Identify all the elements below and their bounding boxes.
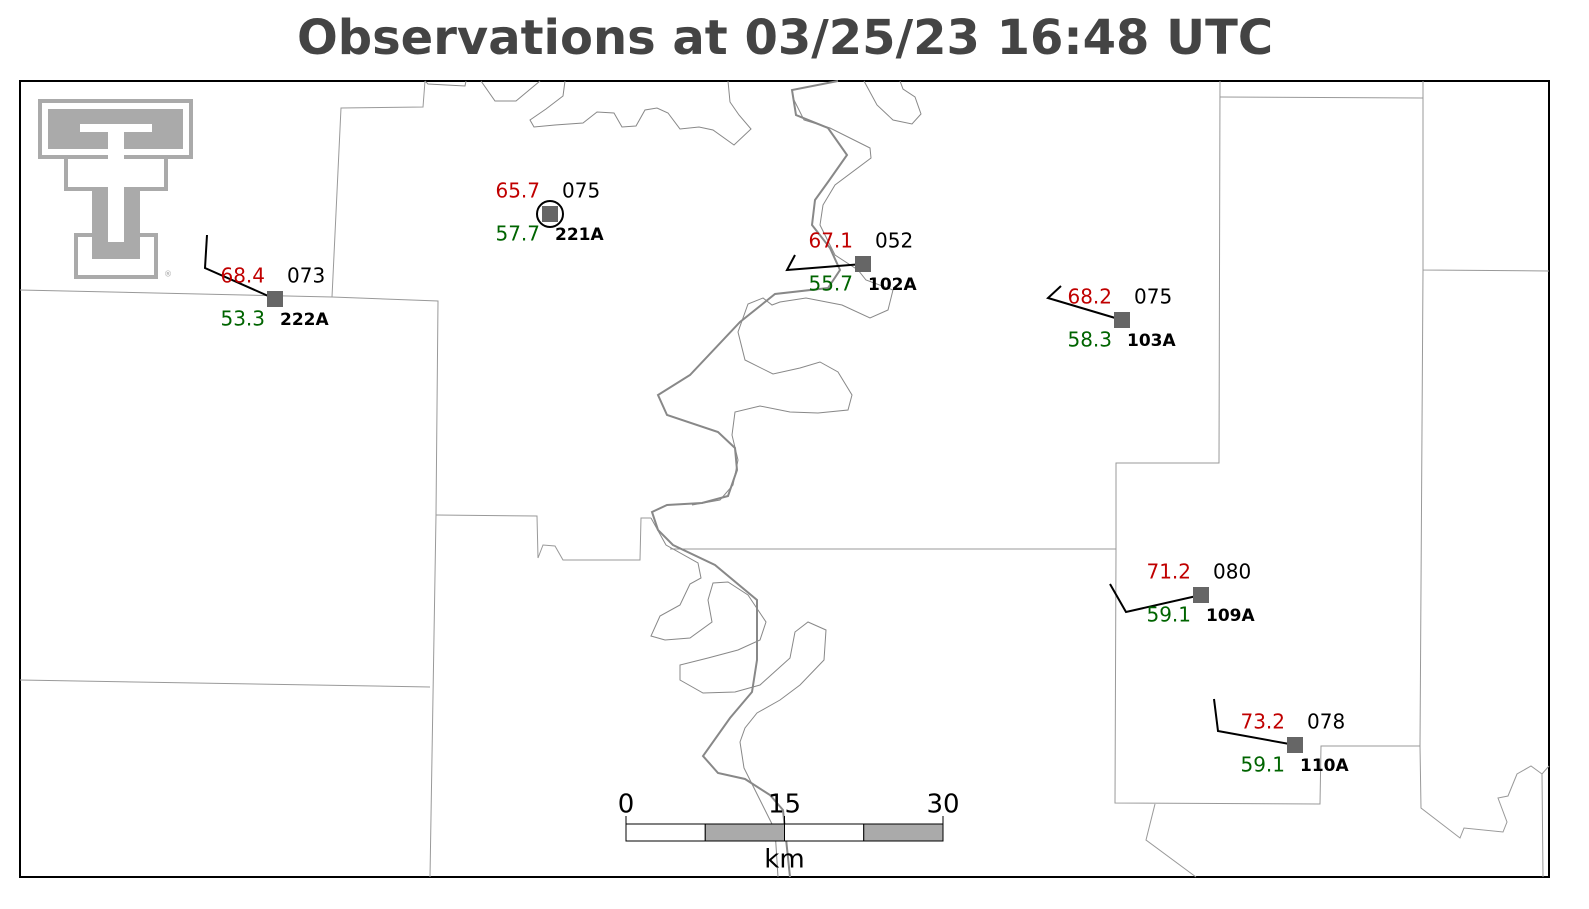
temperature: 71.2 bbox=[1146, 560, 1191, 584]
pressure: 075 bbox=[1134, 285, 1172, 309]
station-marker bbox=[267, 291, 283, 307]
dewpoint: 55.7 bbox=[808, 272, 853, 296]
scale-segment bbox=[784, 823, 865, 842]
scale-label: 15 bbox=[768, 790, 801, 820]
dewpoint: 59.1 bbox=[1146, 603, 1191, 627]
dewpoint: 53.3 bbox=[220, 307, 265, 331]
pressure: 052 bbox=[875, 229, 913, 253]
title: Observations at 03/25/23 16:48 UTC bbox=[297, 10, 1273, 66]
station-marker bbox=[542, 206, 558, 222]
station-id: 110A bbox=[1300, 756, 1349, 776]
logo: ® bbox=[38, 99, 193, 279]
logo-mark: ® bbox=[164, 270, 172, 279]
dewpoint: 58.3 bbox=[1067, 328, 1112, 352]
dewpoint: 59.1 bbox=[1240, 753, 1285, 777]
station-marker bbox=[1287, 737, 1303, 753]
scale-segment bbox=[625, 823, 706, 842]
station-marker bbox=[855, 256, 871, 272]
scale-label: 0 bbox=[618, 790, 635, 820]
station-id: 102A bbox=[868, 275, 917, 295]
scale-segment bbox=[863, 823, 944, 842]
temperature: 73.2 bbox=[1240, 710, 1285, 734]
scale-label: 30 bbox=[926, 790, 959, 820]
temperature: 65.7 bbox=[495, 179, 540, 203]
temperature: 68.4 bbox=[220, 264, 265, 288]
scale-bar: 0 15 30 km bbox=[618, 790, 960, 875]
pressure: 080 bbox=[1213, 560, 1251, 584]
pressure: 078 bbox=[1307, 710, 1345, 734]
temperature: 67.1 bbox=[808, 229, 853, 253]
station-id: 222A bbox=[280, 310, 329, 330]
scale-segment bbox=[704, 823, 785, 842]
station-id: 103A bbox=[1127, 331, 1176, 351]
station-id: 109A bbox=[1206, 606, 1255, 626]
dewpoint: 57.7 bbox=[495, 222, 540, 246]
boundaries bbox=[19, 80, 1550, 878]
wind-barbs bbox=[203, 200, 1296, 746]
scale-unit: km bbox=[764, 845, 804, 875]
stations: 68.4 073 53.3 222A 65.7 075 57.7 221A 67.1 052 55.… bbox=[220, 179, 1349, 777]
station-marker bbox=[1114, 312, 1130, 328]
temperature: 68.2 bbox=[1067, 285, 1112, 309]
pressure: 075 bbox=[562, 179, 600, 203]
station-marker bbox=[1193, 587, 1209, 603]
station-id: 221A bbox=[555, 225, 604, 245]
pressure: 073 bbox=[287, 264, 325, 288]
